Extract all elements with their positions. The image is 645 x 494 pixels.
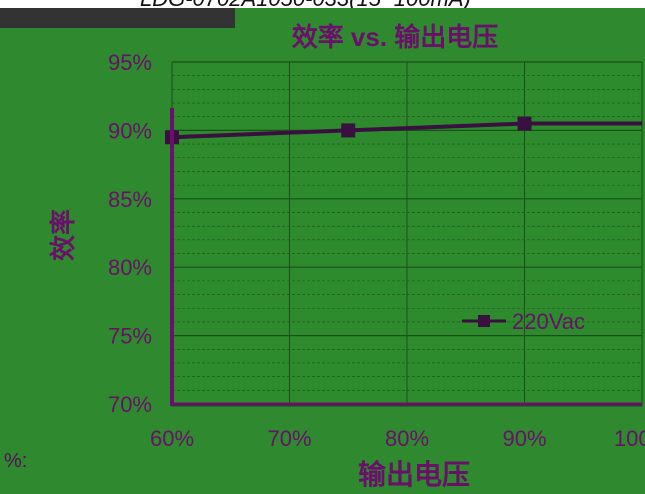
header-bar	[0, 8, 235, 28]
data-point-marker	[341, 123, 356, 138]
x-tick-label: 80%	[385, 426, 429, 451]
legend-label: 220Vac	[512, 309, 585, 334]
legend: 220Vac	[462, 309, 585, 334]
y-tick-label: 80%	[108, 255, 152, 280]
x-tick-label: 70%	[267, 426, 311, 451]
y-tick-label: 95%	[108, 50, 152, 75]
chart-title: 效率 vs. 输出电压	[292, 22, 499, 52]
y-tick-label: 85%	[108, 187, 152, 212]
x-tick-label: 100%	[614, 426, 645, 451]
x-axis-label: 输出电压	[358, 458, 470, 490]
y-tick-label: 70%	[108, 392, 152, 417]
corner-label: %:	[4, 450, 28, 472]
legend-swatch-marker	[478, 315, 490, 327]
grid-lines	[171, 61, 643, 405]
y-tick-label: 90%	[108, 118, 152, 143]
data-point-marker	[517, 116, 532, 131]
x-tick-label: 90%	[502, 426, 546, 451]
y-tick-label: 75%	[108, 324, 152, 349]
series-line	[171, 121, 642, 140]
chart-caption: LDG-0702A1050-033(15~100mA)	[140, 0, 645, 12]
tick-labels: 70% 75% 80% 85% 90% 95% 60% 70% 80% 90% 100%	[108, 50, 645, 451]
x-tick-label: 60%	[150, 426, 194, 451]
y-axis-label: 效率	[48, 209, 78, 261]
